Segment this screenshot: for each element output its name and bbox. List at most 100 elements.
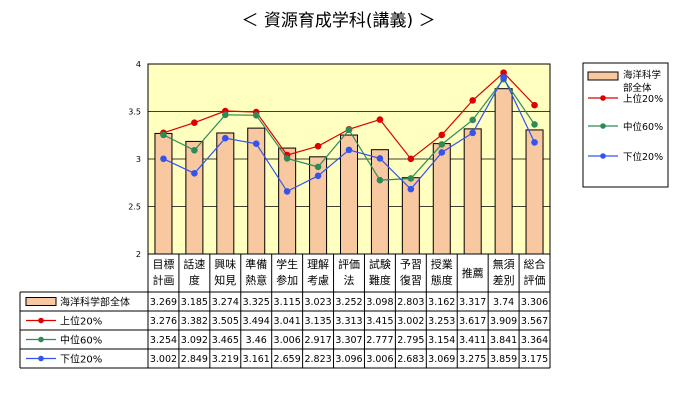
table-cell: 3.617 <box>459 316 486 327</box>
table-cell: 3.269 <box>150 297 177 308</box>
table-cell: 2.795 <box>397 335 424 346</box>
data-point <box>531 121 538 128</box>
y-tick-label: 2.5 <box>128 203 141 212</box>
plot-area: 2 2.5 3 3.5 4 <box>128 60 551 259</box>
data-point <box>345 146 353 154</box>
data-point <box>407 155 415 163</box>
data-point <box>469 116 476 124</box>
y-tick-label: 3 <box>136 155 141 164</box>
category-label: 評価 <box>524 273 546 287</box>
data-point <box>376 176 384 184</box>
table-cell: 3.841 <box>490 335 517 346</box>
bar <box>370 149 389 255</box>
data-point <box>500 74 507 81</box>
table-cell: 3.276 <box>150 316 177 327</box>
table-cell: 2.777 <box>366 335 393 346</box>
category-label: 試験 <box>369 257 391 271</box>
category-label: 推薦 <box>462 266 484 280</box>
table-cell: 3.494 <box>243 316 270 327</box>
category-label: 興味 <box>214 258 236 271</box>
data-point <box>314 163 322 171</box>
data-point <box>222 111 229 119</box>
legend-label: 中位60% <box>623 121 663 133</box>
table-cell: 3.006 <box>366 354 393 365</box>
category-label: 理解 <box>307 257 329 271</box>
table-cell: 3.567 <box>521 316 548 327</box>
table-cell: 3.154 <box>428 335 455 346</box>
table-cell: 3.74 <box>493 297 514 308</box>
category-label: 態度 <box>431 273 453 287</box>
row-key-swatch <box>25 297 57 306</box>
table-cell: 3.859 <box>490 354 517 365</box>
category-label: 難度 <box>369 273 391 287</box>
table-cell: 3.092 <box>181 335 208 346</box>
data-point <box>376 116 384 123</box>
data-point <box>314 172 322 180</box>
bar <box>278 147 297 255</box>
table-cell: 3.505 <box>212 316 239 327</box>
category-label: 知見 <box>214 273 236 287</box>
bar <box>494 88 513 255</box>
category-label: 差別 <box>493 273 515 287</box>
legend-swatch <box>587 71 619 81</box>
table-cell: 3.162 <box>428 297 455 308</box>
row-key-marker <box>38 336 44 343</box>
y-tick-label: 3.5 <box>128 108 141 117</box>
table-cell: 2.917 <box>304 335 331 346</box>
category-label: 授業 <box>431 257 453 271</box>
table-cell: 3.219 <box>212 354 239 365</box>
table-cell: 3.002 <box>150 354 177 365</box>
table-cell: 3.041 <box>274 316 301 327</box>
table-cell: 3.161 <box>243 354 270 365</box>
table-cell: 2.683 <box>397 354 424 365</box>
table-cell: 3.306 <box>521 297 548 308</box>
category-label: 参加 <box>276 273 298 287</box>
table-cell: 3.185 <box>181 297 208 308</box>
table-cell: 3.909 <box>490 316 517 327</box>
table-cell: 3.253 <box>428 316 455 327</box>
table-cell: 3.006 <box>274 335 301 346</box>
legend-label: 海洋科学 <box>623 69 661 81</box>
data-point <box>283 155 291 162</box>
data-point <box>438 149 446 156</box>
table-cell: 3.317 <box>459 297 486 308</box>
category-label: 熱意 <box>245 273 267 287</box>
category-label: 無須 <box>493 257 515 271</box>
category-label: 計画 <box>152 273 174 287</box>
data-point <box>191 170 198 177</box>
table-cell: 3.098 <box>366 297 393 308</box>
table-cell: 3.254 <box>150 335 177 346</box>
data-point <box>531 101 538 109</box>
category-label: 準備 <box>245 257 267 271</box>
table-cell: 3.252 <box>335 297 362 308</box>
table-cell: 3.307 <box>335 335 362 346</box>
row-label: 下位20% <box>60 353 102 366</box>
table-cell: 3.325 <box>243 297 270 308</box>
category-label: 総合 <box>524 257 546 271</box>
data-point <box>191 146 198 154</box>
bar <box>154 132 173 255</box>
table-cell: 3.096 <box>335 354 362 365</box>
data-point <box>531 139 538 146</box>
row-label: 海洋科学部全体 <box>60 296 130 309</box>
legend-label: 部全体 <box>623 82 652 94</box>
table-cell: 3.411 <box>459 335 486 346</box>
data-point <box>469 129 476 137</box>
data-point <box>283 188 291 195</box>
table-cell: 3.313 <box>335 316 362 327</box>
table-cell: 3.069 <box>428 354 455 365</box>
data-point <box>222 134 229 142</box>
legend-label: 下位20% <box>623 151 663 163</box>
y-tick-label: 4 <box>136 60 141 69</box>
data-point <box>438 131 446 139</box>
table-cell: 3.382 <box>181 316 208 327</box>
data-point <box>252 140 260 148</box>
table-cell: 2.823 <box>304 354 331 365</box>
legend-label: 上位20% <box>623 93 663 105</box>
legend-marker <box>600 95 606 101</box>
legend-box <box>582 62 669 188</box>
category-label: 話速 <box>183 257 205 271</box>
table-cell: 3.175 <box>521 354 548 365</box>
category-label: 度 <box>189 273 200 287</box>
